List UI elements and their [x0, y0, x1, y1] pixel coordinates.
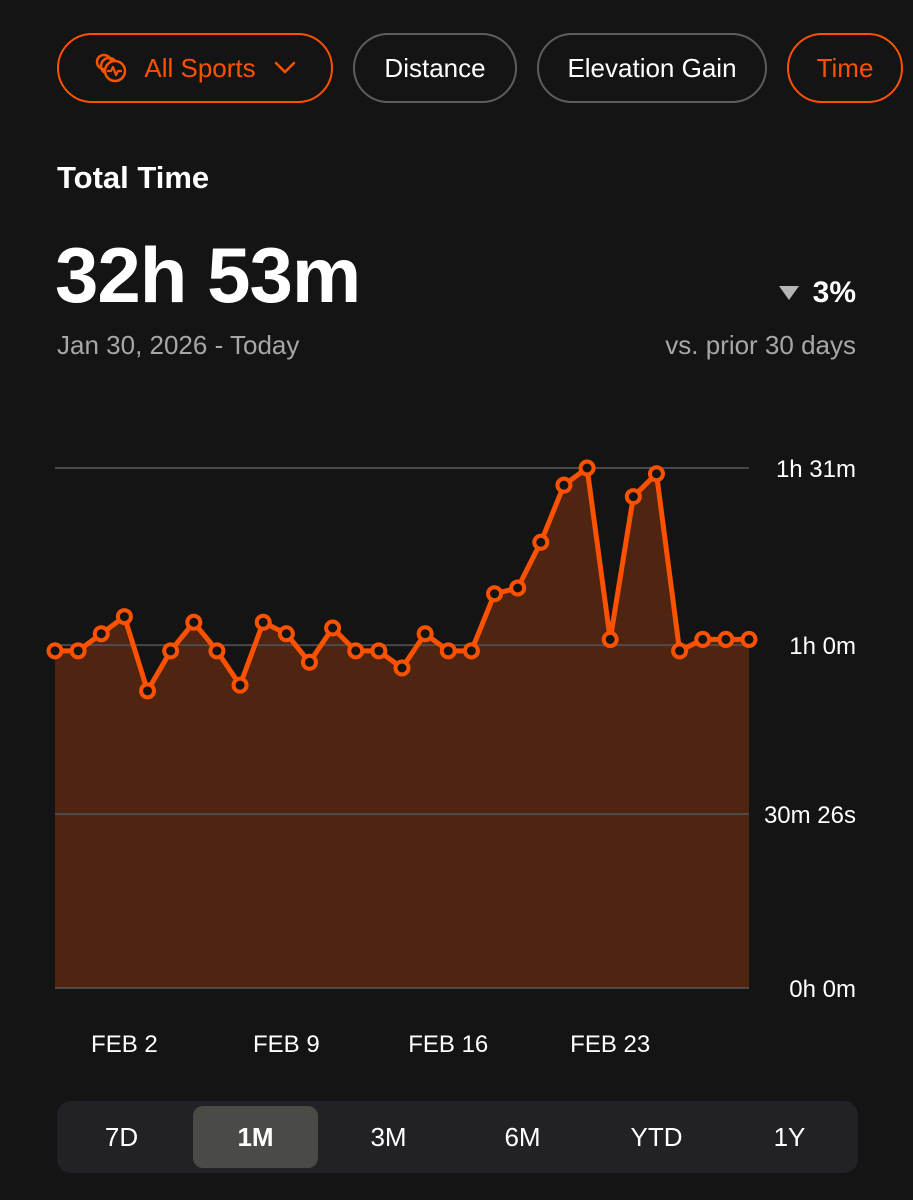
timeframe-3m[interactable]: 3M [370, 1121, 407, 1152]
data-point [555, 476, 573, 494]
data-point [69, 642, 87, 660]
data-point [462, 642, 480, 660]
data-point [740, 630, 758, 648]
data-point [694, 630, 712, 648]
distance-filter-button[interactable]: Distance [353, 33, 517, 103]
y-tick-label: 1h 0m [789, 633, 856, 660]
data-point [185, 613, 203, 631]
total-time-value: 32h 53m [55, 231, 361, 319]
x-tick-label: FEB 2 [91, 1031, 158, 1058]
chevron-down-icon [274, 61, 296, 75]
time-filter-button[interactable]: Time [787, 33, 903, 103]
data-point [647, 465, 665, 483]
data-point [347, 642, 365, 660]
data-point [416, 625, 434, 643]
timeframe-1m[interactable]: 1M [193, 1106, 318, 1168]
data-point [231, 676, 249, 694]
x-tick-label: FEB 9 [253, 1031, 320, 1058]
compare-label: vs. prior 30 days [665, 330, 856, 360]
y-tick-label: 30m 26s [764, 802, 856, 829]
timeframe-7d[interactable]: 7D [104, 1121, 139, 1152]
change-indicator: 3% [778, 276, 856, 310]
data-point [254, 613, 272, 631]
data-point [486, 585, 504, 603]
data-point [671, 642, 689, 660]
time-area-chart: 1h 31m 1h 0m 30m 26s 0h 0m FEB 2 FEB 9 FEB 16 F… [46, 456, 856, 1058]
data-point [532, 533, 550, 551]
area-fill [55, 468, 749, 988]
data-point [717, 630, 735, 648]
x-tick-label: FEB 16 [408, 1031, 488, 1058]
sport-filter-label: All Sports [144, 52, 256, 83]
data-point [509, 579, 527, 597]
timeframe-selector: 7D 1M 3M 6M YTD 1Y [57, 1101, 858, 1173]
data-point [277, 625, 295, 643]
data-point [300, 653, 318, 671]
data-point [162, 642, 180, 660]
x-tick-label: FEB 23 [570, 1031, 650, 1058]
data-point [439, 642, 457, 660]
data-point [624, 488, 642, 506]
data-point [393, 659, 411, 677]
summary-title: Total Time [57, 160, 210, 195]
date-range: Jan 30, 2026 - Today [57, 330, 300, 360]
y-tick-label: 1h 31m [776, 456, 856, 483]
data-point [92, 625, 110, 643]
sport-filter-button[interactable]: All Sports [57, 33, 333, 103]
data-point [370, 642, 388, 660]
multi-sport-icon [94, 50, 130, 86]
change-value: 3% [812, 276, 856, 309]
data-point [115, 608, 133, 626]
timeframe-ytd[interactable]: YTD [630, 1121, 683, 1152]
down-triangle-icon [778, 286, 799, 300]
data-point [601, 630, 619, 648]
timeframe-6m[interactable]: 6M [504, 1121, 541, 1152]
y-tick-label: 0h 0m [789, 976, 856, 1003]
data-point [208, 642, 226, 660]
data-point [139, 682, 157, 700]
data-point [324, 619, 342, 637]
data-point [578, 459, 596, 477]
data-point [46, 642, 64, 660]
timeframe-1y[interactable]: 1Y [773, 1121, 806, 1152]
elevation-gain-filter-button[interactable]: Elevation Gain [537, 33, 767, 103]
